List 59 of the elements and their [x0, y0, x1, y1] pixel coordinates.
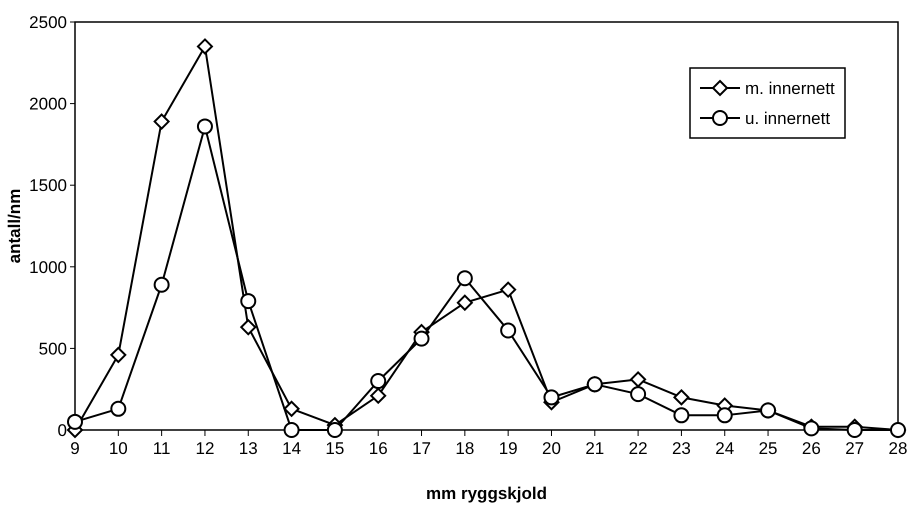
point [673, 389, 690, 406]
point [846, 422, 863, 438]
x-tick-label: 21 [585, 439, 604, 458]
y-tick-label: 1000 [29, 258, 67, 277]
x-tick-label: 18 [455, 439, 474, 458]
point [154, 114, 170, 130]
y-axis-title: antall/nm [5, 188, 24, 264]
x-tick-label: 12 [195, 439, 214, 458]
point [543, 389, 560, 406]
x-tick-label: 28 [888, 439, 908, 458]
legend-label: m. innernett [745, 78, 836, 98]
x-tick-label: 20 [542, 439, 561, 458]
y-tick-label: 1500 [29, 176, 67, 196]
point [240, 319, 256, 336]
point [456, 294, 473, 311]
x-axis-title: mm ryggskjold [426, 484, 547, 503]
point [110, 346, 126, 363]
point [370, 373, 386, 390]
x-tick-label: 10 [108, 439, 128, 458]
point [500, 282, 516, 298]
legend-label: u. innernett [745, 108, 830, 128]
point [760, 402, 776, 418]
x-tick-label: 16 [368, 439, 388, 458]
x-tick-label: 11 [152, 439, 170, 458]
point [586, 376, 603, 392]
x-tick-label: 25 [758, 439, 778, 458]
point [716, 407, 733, 424]
x-tick-label: 22 [628, 439, 648, 458]
point [110, 400, 126, 417]
x-tick-label: 13 [238, 439, 258, 458]
point [196, 38, 213, 54]
x-tick-label: 15 [325, 439, 344, 458]
point [240, 293, 256, 310]
x-tick-label: 17 [412, 439, 431, 458]
x-tick-label: 19 [498, 439, 518, 458]
point [630, 386, 646, 402]
point [414, 330, 430, 347]
point [500, 322, 516, 338]
point [284, 422, 300, 438]
point [370, 388, 386, 404]
point [630, 371, 646, 388]
point [284, 400, 300, 417]
x-tick-label: 27 [845, 439, 864, 458]
point [456, 270, 473, 286]
point [326, 422, 343, 438]
x-tick-label: 24 [715, 439, 734, 458]
point [154, 276, 170, 293]
x-tick-label: 9 [70, 439, 80, 458]
point [196, 118, 213, 134]
point [673, 407, 690, 424]
x-tick-label: 14 [282, 439, 302, 458]
y-tick-label: 500 [38, 339, 67, 358]
x-tick-label: 26 [802, 439, 821, 458]
x-tick-label: 23 [672, 439, 691, 458]
y-tick-label: 2500 [29, 12, 67, 32]
point [890, 422, 906, 438]
y-tick-label: 0 [58, 420, 67, 440]
y-tick-label: 2000 [29, 94, 67, 114]
point [67, 414, 83, 430]
